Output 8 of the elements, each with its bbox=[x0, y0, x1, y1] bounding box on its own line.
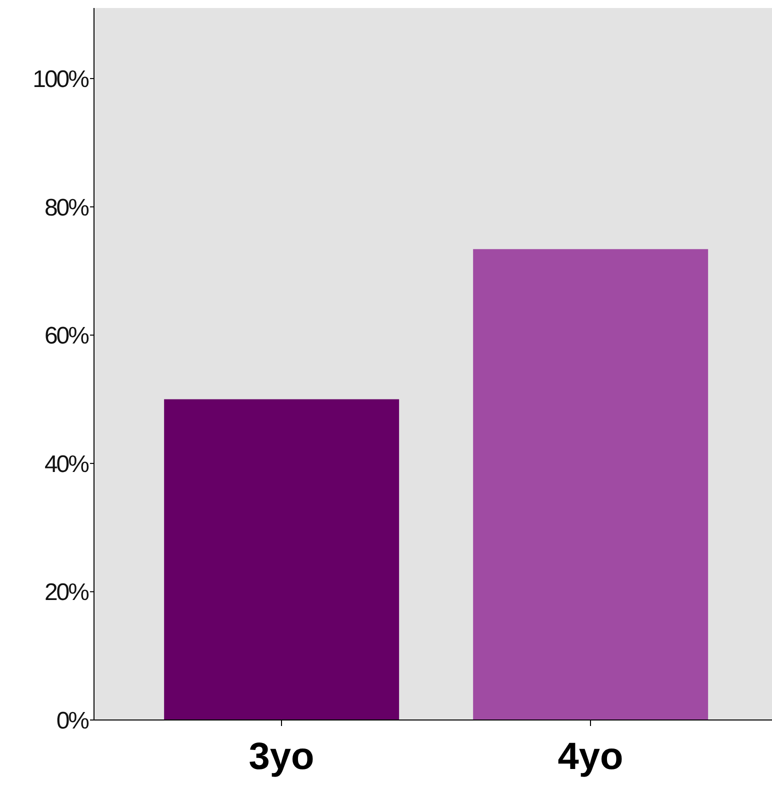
y-tick-label: 60% bbox=[44, 322, 90, 350]
y-tick-label: 40% bbox=[44, 450, 90, 478]
x-tick-label: 4yo bbox=[558, 736, 624, 778]
y-tick-label: 0% bbox=[56, 708, 90, 735]
y-tick-label: 80% bbox=[44, 194, 90, 222]
x-tick-label: 3yo bbox=[248, 736, 314, 778]
y-tick-label: 20% bbox=[44, 579, 90, 606]
y-tick-label: 100% bbox=[32, 66, 90, 94]
